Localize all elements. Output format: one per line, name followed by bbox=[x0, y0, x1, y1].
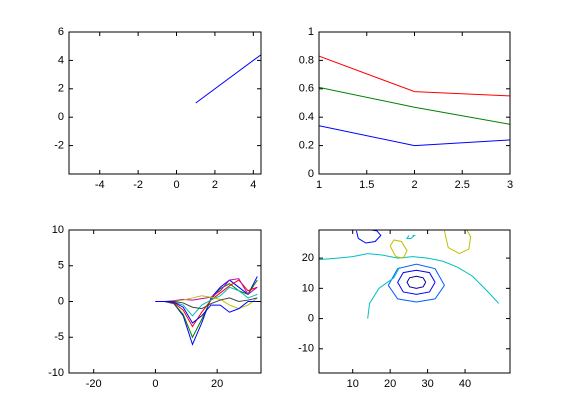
x-tick-label: 10 bbox=[347, 378, 359, 390]
x-tick-label: 2.5 bbox=[455, 179, 470, 191]
y-tick-label: 0 bbox=[58, 111, 64, 123]
axes-box bbox=[68, 229, 262, 374]
x-tick-label: -4 bbox=[95, 179, 105, 191]
x-tick-label: 20 bbox=[211, 378, 223, 390]
x-tick-label: 30 bbox=[421, 378, 433, 390]
contour-line bbox=[389, 239, 408, 259]
contour-line bbox=[367, 266, 400, 319]
x-tick-label: 0 bbox=[173, 179, 179, 191]
axes: -20 0 20 -10 -5 0 5 10 bbox=[48, 224, 262, 390]
contour-line bbox=[397, 269, 436, 295]
x-tick-label: 1 bbox=[316, 179, 322, 191]
contour-line bbox=[387, 263, 445, 303]
contour-line bbox=[443, 230, 472, 255]
x-tick-label: 3 bbox=[507, 179, 513, 191]
line bbox=[319, 125, 510, 147]
x-tick-label: 40 bbox=[459, 378, 471, 390]
y-tick-label: -2 bbox=[54, 140, 64, 152]
y-tick-label: 2 bbox=[58, 83, 64, 95]
line bbox=[155, 301, 258, 324]
x-tick-label: 2 bbox=[212, 179, 218, 191]
x-tick-label: 4 bbox=[250, 179, 256, 191]
plot-area bbox=[155, 276, 258, 346]
y-tick-label: 10 bbox=[302, 282, 314, 294]
contour-line bbox=[355, 230, 382, 244]
x-tick-label: 1.5 bbox=[359, 179, 374, 191]
line bbox=[195, 54, 261, 104]
y-tick-label: 20 bbox=[302, 252, 314, 264]
axes-box bbox=[318, 229, 511, 374]
y-tick-label: 0 bbox=[308, 168, 314, 180]
y-tick-label: 0.8 bbox=[299, 54, 314, 66]
axes-box bbox=[318, 31, 511, 175]
y-tick-label: -10 bbox=[298, 343, 314, 355]
y-tick-label: 1 bbox=[308, 26, 314, 38]
contour-line bbox=[406, 234, 416, 239]
x-tick-label: -20 bbox=[86, 378, 102, 390]
contour-line bbox=[406, 275, 427, 289]
axes: 1 1.5 2 2.5 3 0 0.2 0.4 0.6 0.8 1 bbox=[299, 26, 513, 191]
axes-background bbox=[69, 32, 261, 174]
x-tick-label: 0 bbox=[152, 378, 158, 390]
contour-line bbox=[319, 253, 500, 304]
y-tick-label: 0.4 bbox=[299, 111, 314, 123]
plot-area bbox=[195, 54, 261, 104]
x-tick-label: 20 bbox=[384, 378, 396, 390]
line bbox=[155, 278, 258, 302]
axes: -4 -2 0 2 4 -2 0 2 4 6 bbox=[54, 26, 262, 191]
y-tick-label: 0.2 bbox=[299, 140, 314, 152]
line bbox=[155, 297, 258, 310]
y-tick-label: 10 bbox=[52, 224, 64, 236]
y-tick-label: 0 bbox=[308, 312, 314, 324]
y-tick-label: 6 bbox=[58, 26, 64, 38]
line bbox=[319, 55, 510, 97]
y-tick-label: -10 bbox=[48, 367, 64, 379]
x-tick-label: 2 bbox=[411, 179, 417, 191]
x-tick-label: -2 bbox=[133, 179, 143, 191]
y-tick-label: -5 bbox=[54, 331, 64, 343]
y-tick-label: 5 bbox=[58, 260, 64, 272]
y-tick-label: 0 bbox=[58, 295, 64, 307]
axes-background bbox=[319, 32, 510, 174]
line bbox=[319, 86, 510, 125]
y-tick-label: 4 bbox=[58, 54, 64, 66]
plot-area bbox=[319, 55, 510, 147]
y-tick-label: 0.6 bbox=[299, 83, 314, 95]
axes: 10 20 30 40 -10 0 10 20 bbox=[298, 229, 511, 390]
axes-box bbox=[68, 31, 262, 175]
plot-area bbox=[319, 230, 500, 319]
